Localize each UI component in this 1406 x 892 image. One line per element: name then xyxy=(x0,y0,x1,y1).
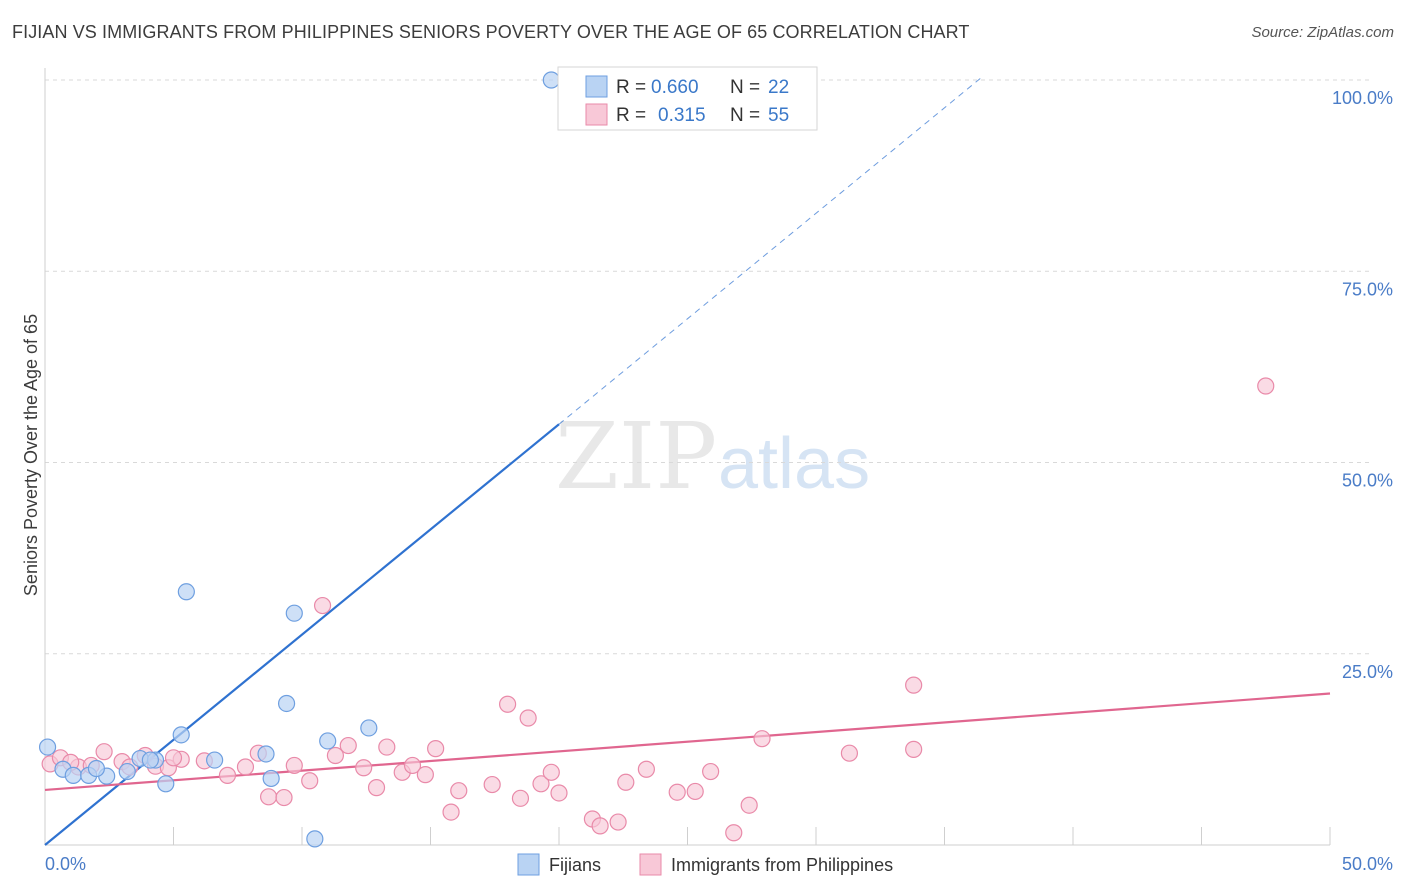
point-fijians-20 xyxy=(542,71,560,89)
point-philippines-31 xyxy=(483,775,501,794)
point-fijians-10 xyxy=(172,726,190,744)
point-philippines-52 xyxy=(1257,377,1275,395)
point-philippines-19 xyxy=(313,596,332,615)
trend-line-philippines xyxy=(44,692,1331,792)
point-philippines-42 xyxy=(637,760,655,778)
point-philippines-49 xyxy=(840,744,859,762)
legend-r-value-1: 0.660 xyxy=(651,77,699,98)
point-fijians-5 xyxy=(87,759,106,778)
point-fijians-2 xyxy=(64,766,82,784)
point-philippines-16 xyxy=(275,788,293,807)
axes xyxy=(44,68,1331,846)
legend-n-label-1: N = xyxy=(730,77,760,98)
point-philippines-12 xyxy=(218,766,237,784)
point-philippines-50 xyxy=(905,676,923,694)
y-tick-label-2: 75.0% xyxy=(1342,279,1393,299)
y-tick-label-3: 100.0% xyxy=(1332,88,1393,108)
point-philippines-18 xyxy=(301,772,319,790)
point-fijians-17 xyxy=(306,830,324,848)
legend-n-value-1: 22 xyxy=(768,77,789,98)
point-philippines-21 xyxy=(339,736,357,755)
legend-r-value-2: 0.315 xyxy=(658,105,706,126)
legend-swatch-philippines xyxy=(585,103,608,126)
point-fijians-12 xyxy=(206,751,224,769)
point-philippines-28 xyxy=(427,740,445,758)
y-axis-label: Seniors Poverty Over the Age of 65 xyxy=(21,314,41,596)
point-philippines-33 xyxy=(511,789,530,807)
point-philippines-22 xyxy=(355,759,373,777)
point-fijians-19 xyxy=(360,719,378,737)
points-fijians xyxy=(38,71,560,848)
point-fijians-13 xyxy=(257,745,275,763)
watermark-atlas: atlas xyxy=(718,424,870,504)
legend-swatch-fijians xyxy=(585,75,608,98)
point-fijians-0 xyxy=(38,738,57,756)
point-philippines-15 xyxy=(259,788,278,806)
point-fijians-9 xyxy=(157,775,175,793)
legend-n-value-2: 55 xyxy=(768,105,789,126)
point-philippines-46 xyxy=(725,824,743,842)
point-philippines-44 xyxy=(686,782,704,801)
y-tick-label-0: 25.0% xyxy=(1342,662,1393,682)
legend-r-label-2: R = xyxy=(616,105,646,126)
point-philippines-45 xyxy=(702,762,720,781)
x-tick-label-1: 50.0% xyxy=(1342,854,1393,874)
x-tick-label-0: 0.0% xyxy=(45,854,86,874)
legend-label-fijians: Fijians xyxy=(549,855,601,875)
y-tick-labels: 25.0% 50.0% 75.0% 100.0% xyxy=(1332,88,1393,682)
point-philippines-24 xyxy=(378,738,396,756)
point-philippines-27 xyxy=(416,766,434,784)
x-tick-labels: 0.0% 50.0% xyxy=(45,854,1393,874)
point-philippines-53 xyxy=(164,749,183,767)
legend-swatch-philippines-bottom xyxy=(639,853,662,876)
point-fijians-21 xyxy=(141,751,159,769)
point-philippines-43 xyxy=(668,783,686,801)
legend-n-label-2: N = xyxy=(730,105,760,126)
y-tick-label-1: 50.0% xyxy=(1342,471,1393,491)
point-fijians-11 xyxy=(177,583,195,601)
point-fijians-15 xyxy=(277,694,296,713)
point-philippines-48 xyxy=(753,730,771,748)
point-fijians-14 xyxy=(262,769,280,788)
legend-swatch-fijians-bottom xyxy=(517,853,540,876)
point-philippines-23 xyxy=(367,779,386,797)
point-philippines-32 xyxy=(499,695,517,713)
grid xyxy=(45,79,1370,655)
point-philippines-20 xyxy=(326,746,345,765)
legend-r-label-1: R = xyxy=(616,77,646,98)
point-philippines-13 xyxy=(236,758,255,776)
point-philippines-34 xyxy=(519,709,537,727)
point-philippines-40 xyxy=(609,813,627,831)
point-philippines-51 xyxy=(905,740,923,758)
point-philippines-47 xyxy=(740,796,758,814)
point-philippines-39 xyxy=(591,817,609,835)
series-legend: Fijians Immigrants from Philippines xyxy=(517,853,893,876)
point-philippines-41 xyxy=(617,773,635,791)
points-immigrants-from-philippines xyxy=(41,377,1275,842)
watermark-zip: ZIP xyxy=(555,403,717,510)
chart-title: FIJIAN VS IMMIGRANTS FROM PHILIPPINES SE… xyxy=(12,22,970,42)
trend-line-fijians-extension xyxy=(558,75,984,425)
point-philippines-17 xyxy=(285,756,303,775)
source-label: Source: ZipAtlas.com xyxy=(1251,24,1394,41)
point-fijians-16 xyxy=(285,604,303,622)
point-philippines-29 xyxy=(442,803,460,821)
point-philippines-4 xyxy=(95,743,113,761)
point-philippines-26 xyxy=(403,756,422,775)
point-philippines-30 xyxy=(450,782,468,800)
point-philippines-36 xyxy=(542,763,560,781)
correlation-legend: R = 0.660 N = 22 R = 0.315 N = 55 xyxy=(557,66,818,131)
point-fijians-18 xyxy=(319,732,337,750)
point-philippines-37 xyxy=(550,784,568,802)
point-philippines-35 xyxy=(532,775,550,793)
legend-label-philippines: Immigrants from Philippines xyxy=(671,855,893,875)
point-fijians-6 xyxy=(118,762,136,781)
